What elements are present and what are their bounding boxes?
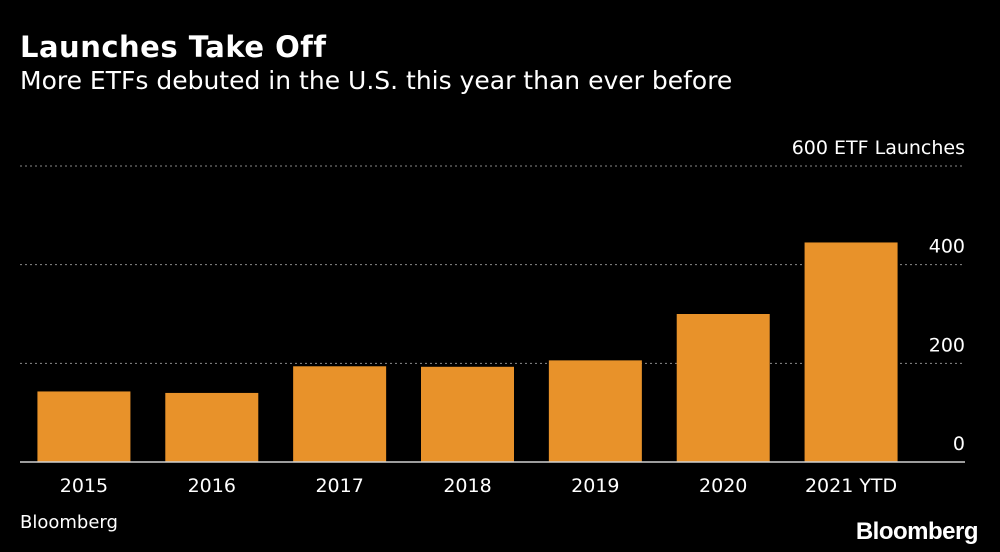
x-tick-label: 2019 xyxy=(571,475,619,497)
bar xyxy=(676,314,770,462)
x-tick-label: 2020 xyxy=(699,475,747,497)
y-tick-label: 200 xyxy=(929,334,965,356)
x-tick-label: 2015 xyxy=(60,475,108,497)
x-tick-label: 2016 xyxy=(188,475,236,497)
bar xyxy=(165,392,259,462)
bar xyxy=(548,360,642,462)
y-tick-label: 400 xyxy=(929,236,965,258)
x-tick-label: 2018 xyxy=(443,475,491,497)
bar xyxy=(421,366,514,462)
bar xyxy=(293,366,387,462)
bloomberg-logo: Bloomberg xyxy=(855,518,979,545)
chart-subtitle: More ETFs debuted in the U.S. this year … xyxy=(20,66,733,95)
chart-title: Launches Take Off xyxy=(20,30,327,64)
bar xyxy=(804,242,898,462)
bar xyxy=(37,391,131,462)
source-note: Bloomberg xyxy=(20,512,118,533)
x-tick-label: 2021 YTD xyxy=(805,475,897,497)
y-tick-label: 600 ETF Launches xyxy=(792,137,965,159)
y-tick-label: 0 xyxy=(953,433,965,455)
x-tick-label: 2017 xyxy=(315,475,363,497)
